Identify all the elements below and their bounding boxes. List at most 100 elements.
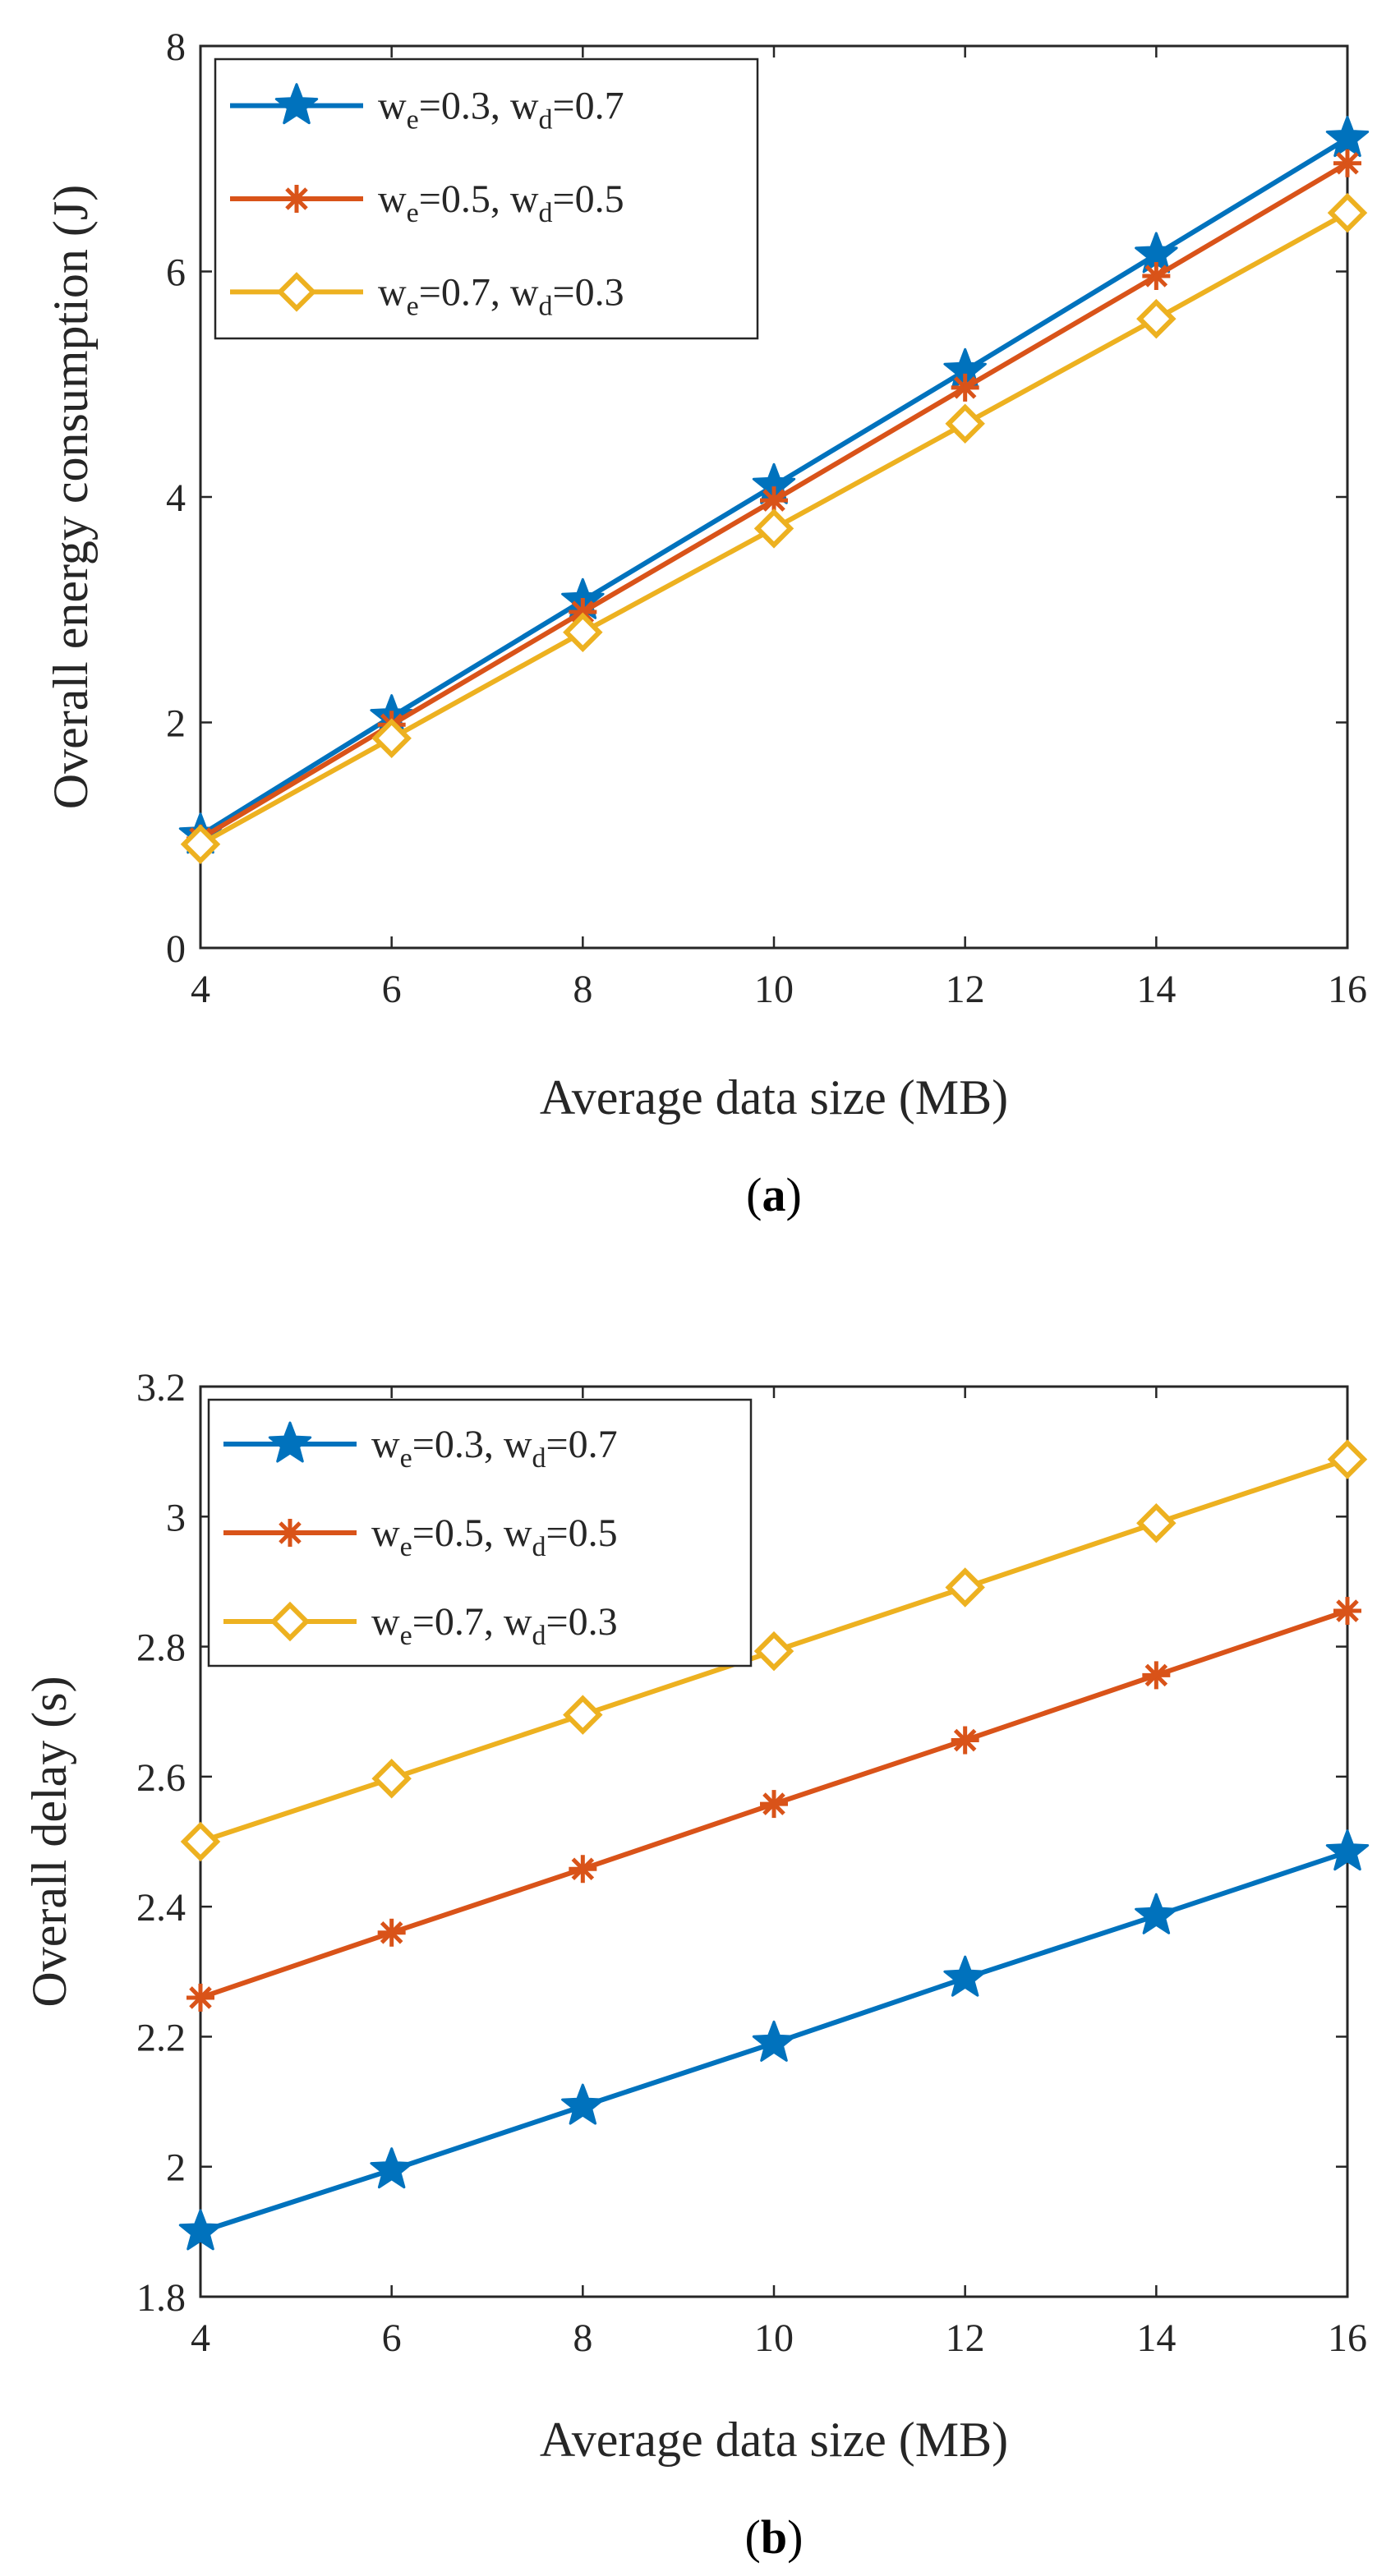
y-tick-label: 1.8 <box>136 2276 186 2320</box>
panel-caption: (b) <box>745 2510 804 2564</box>
x-tick-label: 12 <box>946 968 985 1011</box>
data-point-stroke <box>571 1857 595 1881</box>
legend-item: we=0.5, wd=0.5 <box>230 177 624 228</box>
x-tick-label: 8 <box>573 2316 592 2360</box>
data-point-stroke <box>762 489 785 512</box>
y-tick-label: 2.6 <box>136 1756 186 1800</box>
data-point <box>753 1631 794 1672</box>
legend-sub-e: e <box>407 291 419 321</box>
y-tick-label: 4 <box>166 476 186 520</box>
legend-marker-stroke <box>279 1521 302 1544</box>
legend-label: we=0.3, wd=0.7 <box>378 85 624 136</box>
data-point <box>945 403 985 444</box>
legend-value-d: =0.3 <box>553 270 624 314</box>
data-point <box>1142 261 1171 290</box>
data-point-stroke <box>1144 264 1168 288</box>
panel-caption: (a) <box>746 1168 802 1221</box>
x-tick-label: 4 <box>191 968 210 1011</box>
data-point <box>951 373 979 402</box>
legend-value-d: =0.3 <box>546 1600 618 1644</box>
series-3 <box>180 1439 1368 1862</box>
x-axis-label: Average data size (MB) <box>540 2413 1008 2467</box>
legend-w-e: w <box>371 1511 400 1555</box>
y-tick-label: 8 <box>166 25 186 69</box>
data-point-stroke <box>953 376 977 399</box>
data-point-stroke <box>380 1921 403 1944</box>
data-point <box>1135 1893 1178 1934</box>
legend-sub-e: e <box>400 1532 412 1562</box>
legend-marker-stroke <box>285 187 308 210</box>
legend-item: we=0.5, wd=0.5 <box>223 1511 618 1562</box>
data-point-stroke <box>189 1986 212 2009</box>
legend-value-d: =0.7 <box>546 1423 618 1466</box>
legend: we=0.3, wd=0.7we=0.5, wd=0.5we=0.7, wd=0… <box>207 1398 753 1668</box>
legend-label: we=0.3, wd=0.7 <box>371 1423 618 1474</box>
legend-sub-d: d <box>539 198 553 228</box>
series-2 <box>187 1597 1361 2012</box>
caption-letter: b <box>761 2510 787 2564</box>
x-tick-label: 10 <box>754 968 794 1011</box>
data-point <box>1325 1829 1370 1871</box>
data-point <box>187 1983 214 2012</box>
data-point <box>178 2209 223 2251</box>
legend-label: we=0.7, wd=0.3 <box>371 1600 618 1651</box>
legend-marker <box>276 272 317 312</box>
x-tick-label: 12 <box>946 2316 985 2360</box>
x-tick-label: 8 <box>573 968 592 1011</box>
legend-w-e: w <box>378 85 407 128</box>
legend-w-e: w <box>371 1600 400 1644</box>
legend-w-e: w <box>371 1423 400 1466</box>
series-3 <box>180 192 1368 864</box>
data-point <box>943 1955 987 1997</box>
data-point <box>377 1918 406 1947</box>
legend-value-d: =0.7 <box>553 85 624 128</box>
data-point <box>1136 1502 1177 1543</box>
legend-sub-e: e <box>407 198 419 228</box>
data-point-stroke <box>1336 151 1359 175</box>
data-point <box>1333 149 1361 177</box>
legend-value-e: =0.7, w <box>412 1600 532 1644</box>
data-point <box>1136 298 1177 339</box>
chart-panel-b: 4 6 8 10 12 14 16 1.8 2 2.2 2.4 2.6 2.8 3 3.2 Average d… <box>22 1366 1370 2564</box>
data-point <box>569 1855 597 1884</box>
y-tick-label: 3 <box>166 1496 186 1539</box>
y-tick-label: 6 <box>166 251 186 295</box>
legend-sub-d: d <box>539 105 553 136</box>
x-tick-label: 4 <box>191 2316 210 2360</box>
legend-sub-d: d <box>539 291 553 321</box>
y-axis-label: Overall delay (s) <box>22 1676 76 2007</box>
legend-marker <box>269 1601 311 1642</box>
legend-value-e: =0.3, w <box>419 85 539 128</box>
legend-marker <box>268 1421 312 1463</box>
data-point-stroke <box>953 1728 977 1752</box>
y-tick-label: 0 <box>166 927 186 971</box>
y-tick-label: 2.8 <box>136 1626 186 1670</box>
caption-open: ( <box>746 1168 762 1221</box>
legend-item: we=0.7, wd=0.3 <box>230 270 624 321</box>
data-point <box>945 1567 985 1608</box>
legend: we=0.3, wd=0.7we=0.5, wd=0.5we=0.7, wd=0… <box>214 58 759 340</box>
legend-sub-d: d <box>532 1532 546 1562</box>
data-point <box>752 2020 796 2062</box>
legend-label: we=0.5, wd=0.5 <box>378 177 624 228</box>
data-point-stroke <box>1336 1599 1359 1622</box>
legend-marker <box>274 83 319 125</box>
x-tick-label: 14 <box>1136 968 1176 1011</box>
chart-panel-a: 4 6 8 10 12 14 16 0 2 4 6 8 Average data size (MB) Ov… <box>44 25 1370 1221</box>
legend-w-e: w <box>378 177 407 221</box>
legend-sub-d: d <box>532 1443 546 1474</box>
x-axis-label: Average data size (MB) <box>540 1070 1008 1125</box>
data-point <box>371 1758 412 1799</box>
data-point-stroke <box>1144 1663 1168 1687</box>
y-tick-label: 3.2 <box>136 1366 186 1410</box>
x-tick-label: 6 <box>382 968 402 1011</box>
series-1 <box>178 1829 1370 2251</box>
legend-value-e: =0.3, w <box>412 1423 532 1466</box>
legend-item: we=0.3, wd=0.7 <box>230 83 624 136</box>
data-point-stroke <box>571 600 595 623</box>
data-point <box>1327 1439 1368 1479</box>
data-point <box>563 612 603 652</box>
caption-close: ) <box>786 1168 802 1221</box>
data-point <box>1327 192 1368 233</box>
legend-value-e: =0.5, w <box>412 1511 532 1555</box>
